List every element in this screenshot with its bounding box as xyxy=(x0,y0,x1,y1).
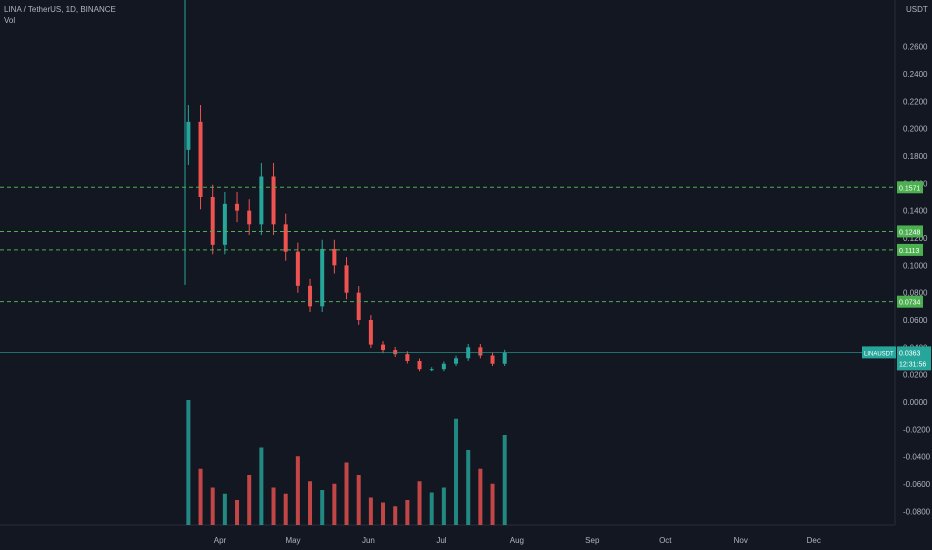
volume-bar xyxy=(393,506,398,525)
level-price-label: 0.0734 xyxy=(899,300,921,307)
time-tick-label: Jun xyxy=(362,536,375,545)
price-tick-label: 0.1400 xyxy=(903,207,928,216)
price-tick-label: 0.2000 xyxy=(903,125,928,134)
price-tick-label: 0.2200 xyxy=(903,97,928,106)
volume-bar xyxy=(368,497,373,525)
candle-body xyxy=(332,248,337,266)
candle-body xyxy=(308,285,313,307)
symbol-line: LINA / TetherUS, 1D, BINANCE xyxy=(4,5,116,14)
volume-bar xyxy=(502,435,507,525)
candle-body xyxy=(490,355,495,364)
price-tick-label: 0.2400 xyxy=(903,70,928,79)
candle-body xyxy=(295,251,300,286)
time-tick-label: Jul xyxy=(436,536,446,545)
volume-bar xyxy=(429,492,434,525)
time-tick-label: Oct xyxy=(659,536,672,545)
volume-label: Vol xyxy=(4,16,16,25)
volume-bar xyxy=(454,418,459,525)
volume-bar xyxy=(235,500,240,525)
candle-body xyxy=(454,358,459,364)
candle-body xyxy=(247,210,252,225)
volume-bar xyxy=(490,483,495,525)
volume-bar xyxy=(356,475,361,525)
volume-bar xyxy=(332,483,337,525)
candle-body xyxy=(283,224,288,252)
level-price-label: 0.1248 xyxy=(899,229,921,236)
volume-bar xyxy=(259,447,264,525)
time-tick-label: Apr xyxy=(214,536,227,545)
volume-bar xyxy=(441,487,446,525)
candle-body xyxy=(502,352,507,364)
price-tick-label: -0.0800 xyxy=(903,507,931,516)
last-price-label: 0.0363 xyxy=(899,350,921,357)
candle-body xyxy=(441,363,446,370)
volume-bar xyxy=(466,450,471,525)
volume-bar xyxy=(247,475,252,525)
volume-bar xyxy=(271,487,276,525)
price-tick-label: 0.1000 xyxy=(903,261,928,270)
volume-bar xyxy=(295,456,300,525)
price-tick-label: 0.0600 xyxy=(903,316,928,325)
price-tick-label: 0.0000 xyxy=(903,398,928,407)
volume-bar xyxy=(381,502,386,525)
symbol-tag xyxy=(862,346,896,359)
level-price-tag xyxy=(897,225,923,238)
volume-bar xyxy=(283,493,288,525)
volume-bar xyxy=(198,468,203,525)
level-price-tag xyxy=(897,295,923,308)
volume-bar xyxy=(320,490,325,525)
candle-body xyxy=(344,265,349,293)
candle-body xyxy=(186,121,191,150)
candle-body xyxy=(235,203,240,211)
candle-body xyxy=(210,197,215,245)
volume-bar xyxy=(417,481,422,525)
time-tick-label: May xyxy=(285,536,300,545)
level-price-label: 0.1113 xyxy=(899,248,919,255)
volume-bar xyxy=(186,400,191,525)
candle-body xyxy=(271,176,276,225)
currency-label: USDT xyxy=(906,5,928,14)
time-tick-label: Nov xyxy=(734,536,748,545)
candle-body xyxy=(381,344,386,351)
price-tick-label: 0.0800 xyxy=(903,289,928,298)
candle-body xyxy=(368,320,373,345)
level-price-tag xyxy=(897,243,923,256)
last-price-tag xyxy=(897,346,931,371)
volume-bar xyxy=(308,481,313,525)
price-tick-label: 0.2600 xyxy=(903,43,928,52)
time-tick-label: Sep xyxy=(585,536,600,545)
price-tick-label: -0.0600 xyxy=(903,480,931,489)
price-tick-label: -0.0400 xyxy=(903,453,931,462)
volume-bar xyxy=(405,500,410,525)
candle-body xyxy=(259,176,264,225)
countdown-label: 12:31:56 xyxy=(899,361,926,368)
time-tick-label: Dec xyxy=(807,536,821,545)
volume-bar xyxy=(344,462,349,525)
volume-bar xyxy=(478,468,483,525)
price-tick-label: 0.1200 xyxy=(903,234,928,243)
price-tick-label: 0.1800 xyxy=(903,152,928,161)
candle-body xyxy=(198,121,203,197)
price-tick-label: -0.0200 xyxy=(903,425,931,434)
candle-body xyxy=(320,248,325,307)
candle-body xyxy=(405,354,410,361)
time-tick-label: Aug xyxy=(510,536,524,545)
candle-body xyxy=(478,347,483,356)
level-price-tag xyxy=(897,181,923,194)
price-tick-label: 0.0200 xyxy=(903,371,928,380)
candle-body xyxy=(429,369,434,371)
symbol-tag-label: LINAUSDT xyxy=(864,351,894,357)
volume-bar xyxy=(222,493,227,525)
candle-body xyxy=(356,292,361,320)
volume-bar xyxy=(210,487,215,525)
candle-body xyxy=(417,361,422,370)
level-price-label: 0.1571 xyxy=(899,185,921,192)
candle-body xyxy=(222,203,227,245)
chart-legend: LINA / TetherUS, 1D, BINANCE Vol xyxy=(4,4,116,26)
candle-body xyxy=(466,347,471,359)
